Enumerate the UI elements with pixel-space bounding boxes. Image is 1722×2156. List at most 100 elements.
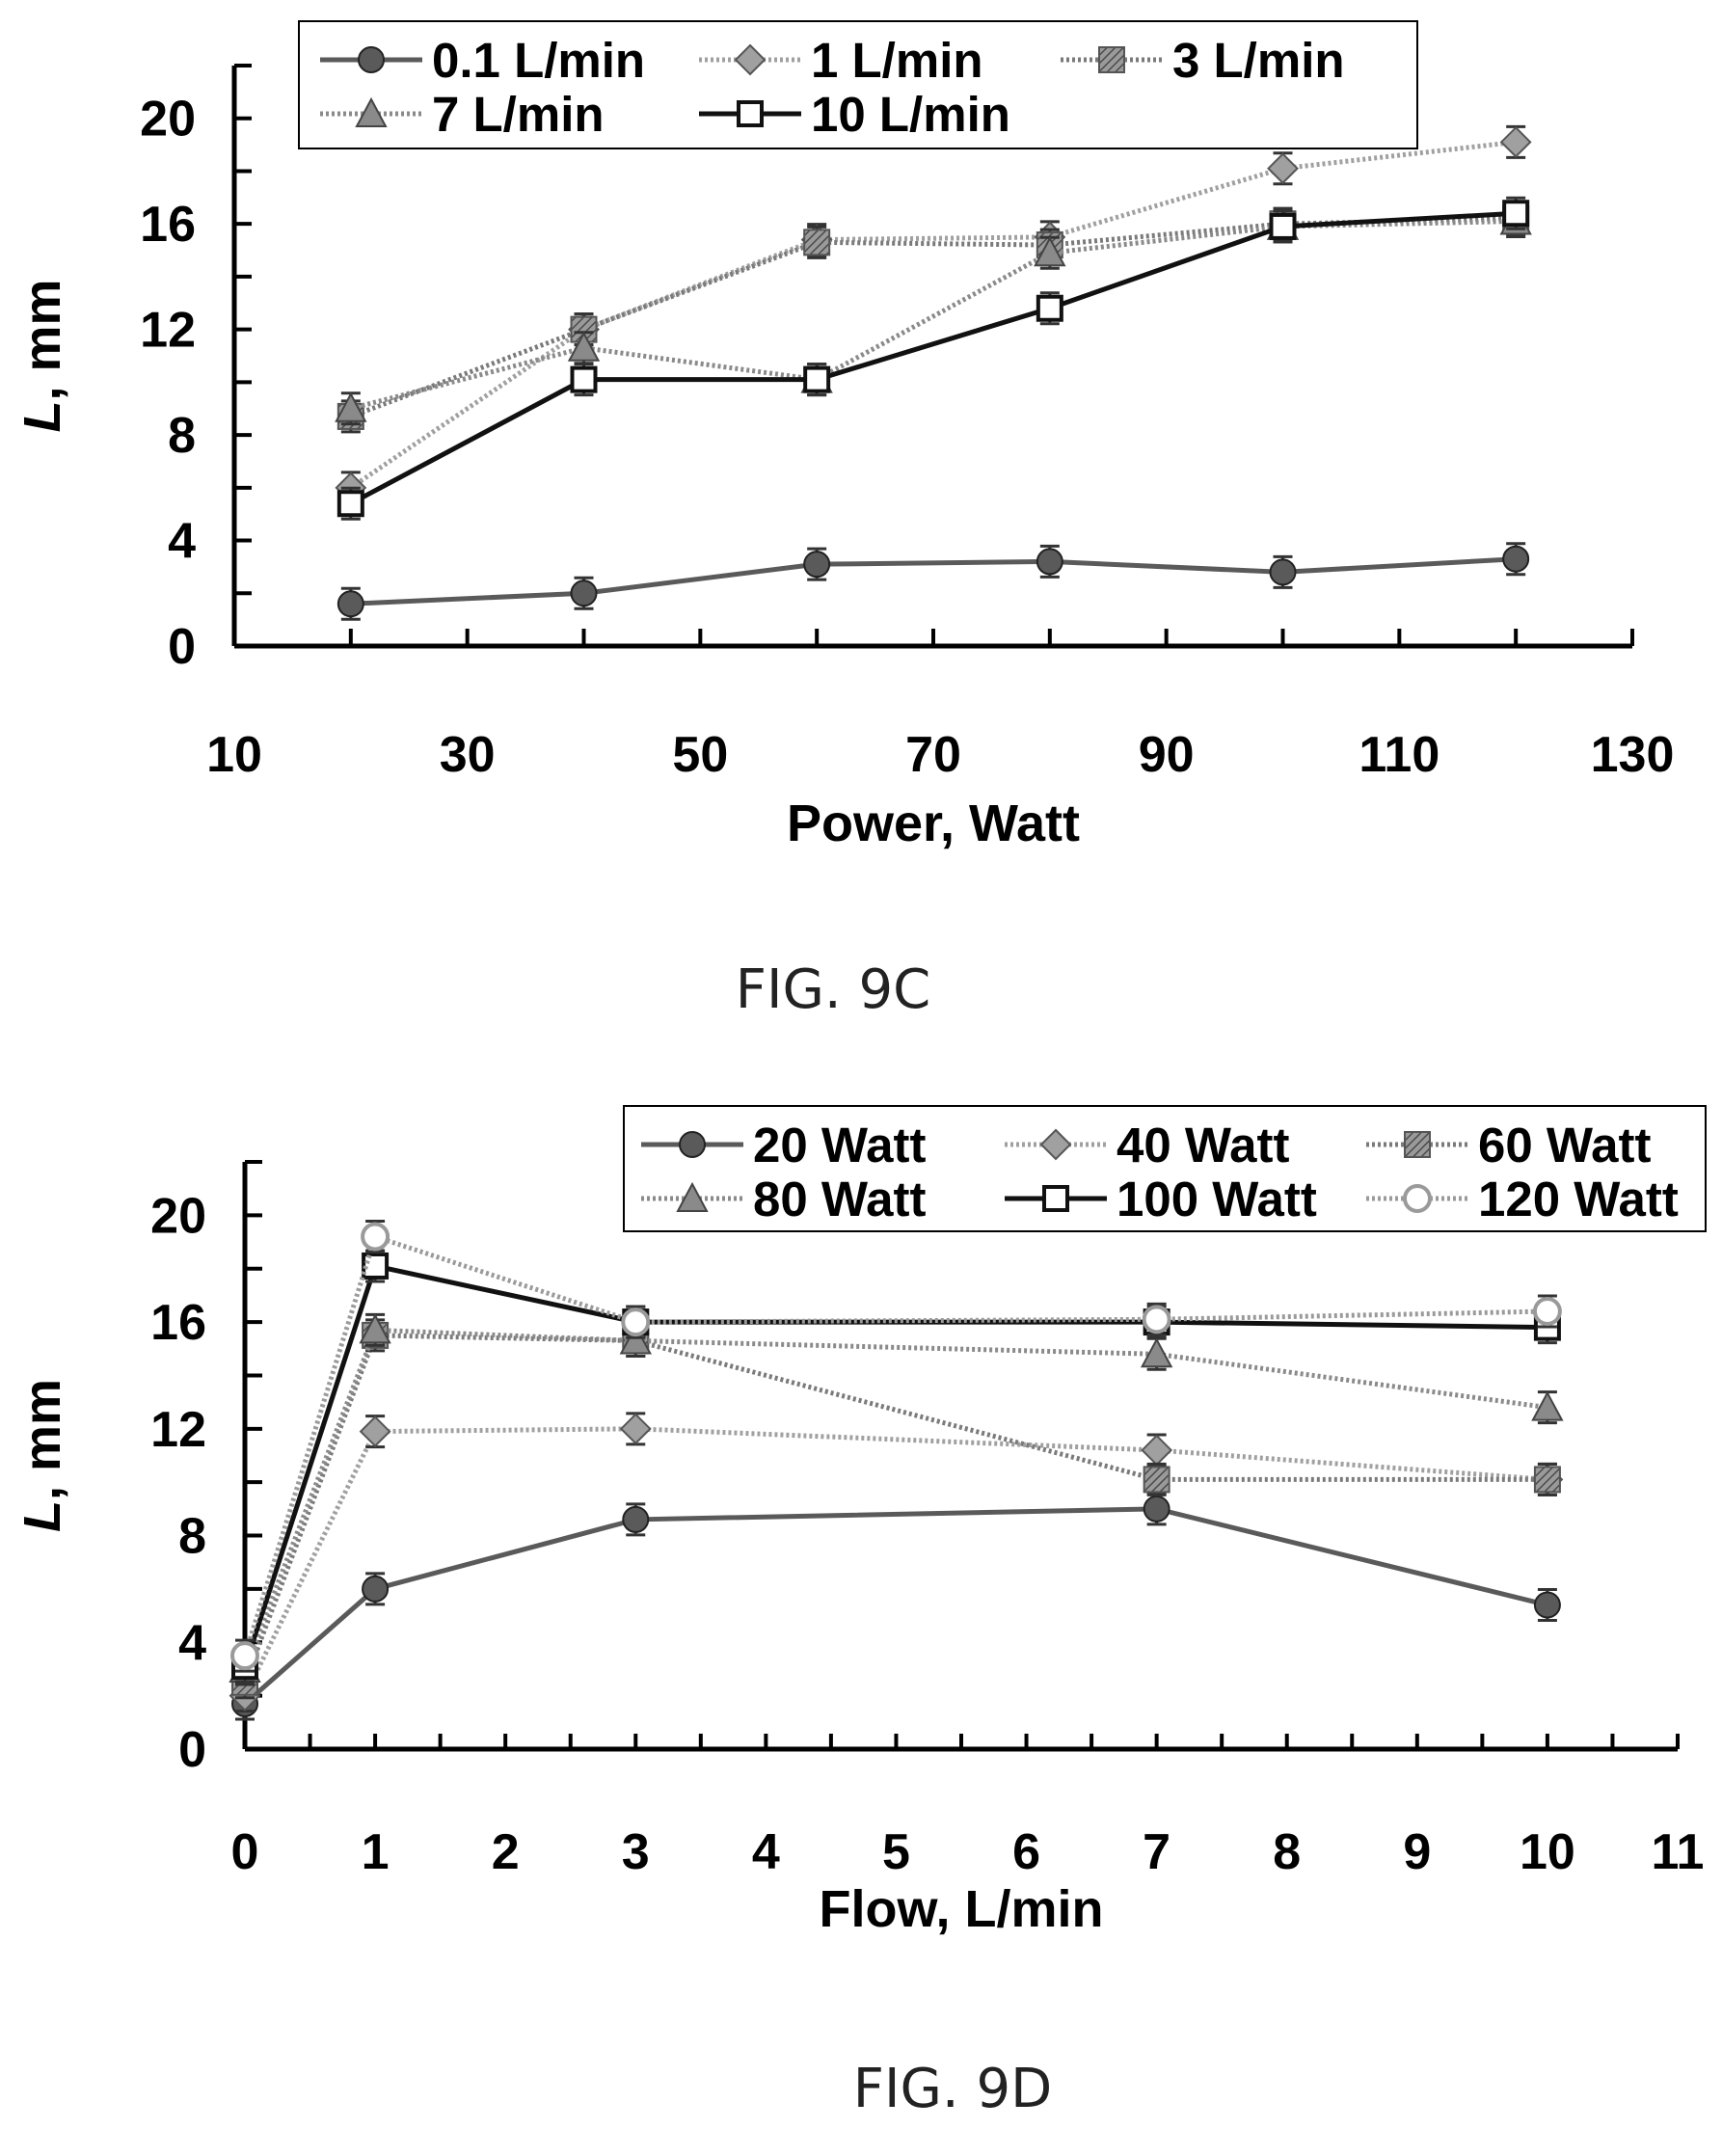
series-120-watt bbox=[230, 1220, 1562, 1673]
series-line-20-watt bbox=[243, 1506, 1548, 1706]
series-40-watt bbox=[229, 1412, 1564, 1713]
y-tick-label: 0 bbox=[168, 619, 196, 675]
legend-item-3-l-min: 3 L/min bbox=[1061, 33, 1345, 88]
x-tick-label: 50 bbox=[672, 727, 728, 783]
legend-label: 80 Watt bbox=[753, 1172, 926, 1226]
legend-label: 3 L/min bbox=[1172, 33, 1345, 88]
data-point-20-watt bbox=[622, 1505, 650, 1533]
legend-swatch-marker bbox=[355, 96, 388, 127]
legend-item-10-l-min: 10 L/min bbox=[699, 87, 1010, 142]
legend: 0.1 L/min 1 L/min 3 L/min 7 L/min 10 L/min bbox=[298, 20, 1418, 149]
series-80-watt bbox=[229, 1312, 1564, 1686]
series-7-l-min bbox=[335, 203, 1532, 426]
legend-label: 0.1 L/min bbox=[432, 33, 645, 88]
x-axis-title: Flow, L/min bbox=[820, 1880, 1104, 1938]
data-point-120-watt bbox=[1532, 1297, 1562, 1327]
x-tick-label: 1 bbox=[362, 1824, 390, 1880]
x-tick-label: 110 bbox=[1359, 727, 1439, 783]
data-point-10-l-min bbox=[803, 365, 831, 393]
y-tick-label: 4 bbox=[178, 1615, 206, 1671]
legend-label: 7 L/min bbox=[432, 87, 605, 142]
data-point-10-l-min bbox=[570, 365, 598, 393]
series-line-0-1-l-min bbox=[350, 556, 1517, 606]
data-point-10-l-min bbox=[1502, 200, 1530, 228]
series-line-100-watt bbox=[242, 1263, 1547, 1667]
legend-label: 120 Watt bbox=[1478, 1172, 1679, 1226]
y-tick-label: 20 bbox=[150, 1188, 206, 1244]
x-tick-label: 9 bbox=[1403, 1824, 1431, 1880]
data-point-0-1-l-min bbox=[336, 590, 364, 618]
legend-swatch-marker bbox=[1042, 1185, 1069, 1212]
legend-item-120-watt: 120 Watt bbox=[1366, 1172, 1679, 1226]
series-line-10-l-min bbox=[349, 210, 1517, 506]
data-point-40-watt bbox=[619, 1413, 652, 1445]
data-point-40-watt bbox=[359, 1415, 391, 1448]
legend-swatch-marker bbox=[676, 1181, 709, 1212]
data-point-0-1-l-min bbox=[1502, 545, 1530, 573]
data-point-80-watt bbox=[1140, 1337, 1173, 1368]
legend-swatch-marker bbox=[1098, 46, 1125, 73]
y-tick-label: 20 bbox=[140, 92, 196, 148]
x-tick-label: 0 bbox=[231, 1824, 259, 1880]
data-point-60-watt bbox=[1143, 1466, 1170, 1494]
series-60-watt bbox=[231, 1318, 1561, 1700]
data-point-80-watt bbox=[359, 1313, 391, 1344]
y-tick-label: 8 bbox=[178, 1509, 206, 1565]
data-point-120-watt bbox=[361, 1222, 390, 1252]
data-point-10-l-min bbox=[1269, 212, 1297, 240]
x-tick-label: 10 bbox=[206, 727, 262, 783]
data-point-100-watt bbox=[362, 1252, 390, 1280]
data-point-0-1-l-min bbox=[803, 551, 831, 579]
x-tick-label: 30 bbox=[440, 727, 496, 783]
data-point-120-watt bbox=[230, 1641, 259, 1671]
legend-item-1-l-min: 1 L/min bbox=[699, 33, 983, 88]
y-axis-title: L, mm bbox=[13, 1379, 71, 1532]
y-tick-label: 8 bbox=[168, 408, 196, 464]
legend-swatch-marker bbox=[737, 100, 764, 127]
x-tick-label: 4 bbox=[752, 1824, 780, 1880]
series-20-watt bbox=[231, 1492, 1561, 1721]
y-tick-label: 12 bbox=[150, 1402, 206, 1458]
data-point-60-watt bbox=[1533, 1466, 1561, 1494]
series-line-80-watt bbox=[242, 1327, 1548, 1670]
data-point-0-1-l-min bbox=[1269, 558, 1297, 586]
legend-label: 10 L/min bbox=[811, 87, 1010, 142]
data-point-0-1-l-min bbox=[1036, 548, 1063, 576]
data-point-0-1-l-min bbox=[570, 579, 598, 607]
legend-item-0-1-l-min: 0.1 L/min bbox=[320, 33, 645, 88]
figure-caption-9d: FIG. 9D bbox=[853, 2058, 1052, 2120]
x-tick-label: 8 bbox=[1273, 1824, 1301, 1880]
legend-swatch-marker bbox=[734, 43, 767, 76]
legend-item-100-watt: 100 Watt bbox=[1005, 1172, 1317, 1226]
legend-item-7-l-min: 7 L/min bbox=[320, 87, 605, 142]
data-point-40-watt bbox=[1141, 1434, 1173, 1467]
data-point-120-watt bbox=[1142, 1305, 1171, 1334]
y-tick-label: 12 bbox=[140, 303, 196, 359]
legend-label: 60 Watt bbox=[1478, 1118, 1651, 1172]
series-line-60-watt bbox=[242, 1333, 1547, 1684]
y-axis-title-unit: , mm bbox=[13, 279, 71, 400]
legend-item-60-watt: 60 Watt bbox=[1366, 1118, 1651, 1172]
data-point-3-l-min bbox=[803, 229, 831, 256]
y-tick-label: 4 bbox=[168, 514, 196, 570]
y-tick-label: 0 bbox=[178, 1722, 206, 1778]
data-point-20-watt bbox=[1533, 1591, 1561, 1619]
legend-label: 1 L/min bbox=[811, 33, 983, 88]
y-axis-title-symbol: L bbox=[13, 1500, 71, 1532]
legend-box bbox=[623, 1105, 1707, 1232]
x-tick-label: 7 bbox=[1143, 1824, 1170, 1880]
legend-item-40-watt: 40 Watt bbox=[1005, 1118, 1289, 1172]
figure-caption-9c: FIG. 9C bbox=[736, 958, 930, 1021]
data-point-7-l-min bbox=[1034, 236, 1066, 267]
x-tick-label: 90 bbox=[1139, 727, 1195, 783]
data-point-7-l-min bbox=[567, 331, 601, 362]
legend-item-80-watt: 80 Watt bbox=[641, 1172, 926, 1226]
x-tick-label: 10 bbox=[1520, 1824, 1575, 1880]
data-point-10-l-min bbox=[1036, 294, 1063, 322]
data-point-10-l-min bbox=[336, 490, 364, 518]
data-point-120-watt bbox=[621, 1307, 651, 1337]
x-tick-label: 5 bbox=[882, 1824, 910, 1880]
chart-power-vs-length: 0 4 8 12 16 20 10 30 50 70 90 110 130 Power, Watt L, m… bbox=[13, 20, 1674, 852]
y-tick-label: 16 bbox=[150, 1295, 206, 1351]
